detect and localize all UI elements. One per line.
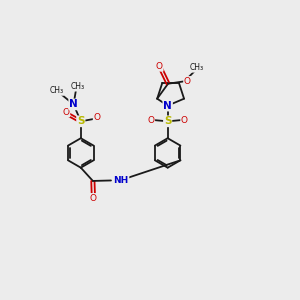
Text: O: O xyxy=(94,113,100,122)
Text: NH: NH xyxy=(113,176,129,185)
Text: O: O xyxy=(90,194,97,203)
Text: S: S xyxy=(164,116,171,126)
Text: O: O xyxy=(181,116,188,124)
Text: CH₃: CH₃ xyxy=(50,86,64,95)
Text: N: N xyxy=(69,99,78,110)
Text: CH₃: CH₃ xyxy=(190,63,204,72)
Text: CH₃: CH₃ xyxy=(70,82,85,91)
Text: O: O xyxy=(184,77,191,86)
Text: O: O xyxy=(147,116,155,124)
Text: O: O xyxy=(156,62,163,71)
Text: N: N xyxy=(163,100,172,111)
Text: O: O xyxy=(63,107,70,116)
Text: S: S xyxy=(77,116,85,126)
